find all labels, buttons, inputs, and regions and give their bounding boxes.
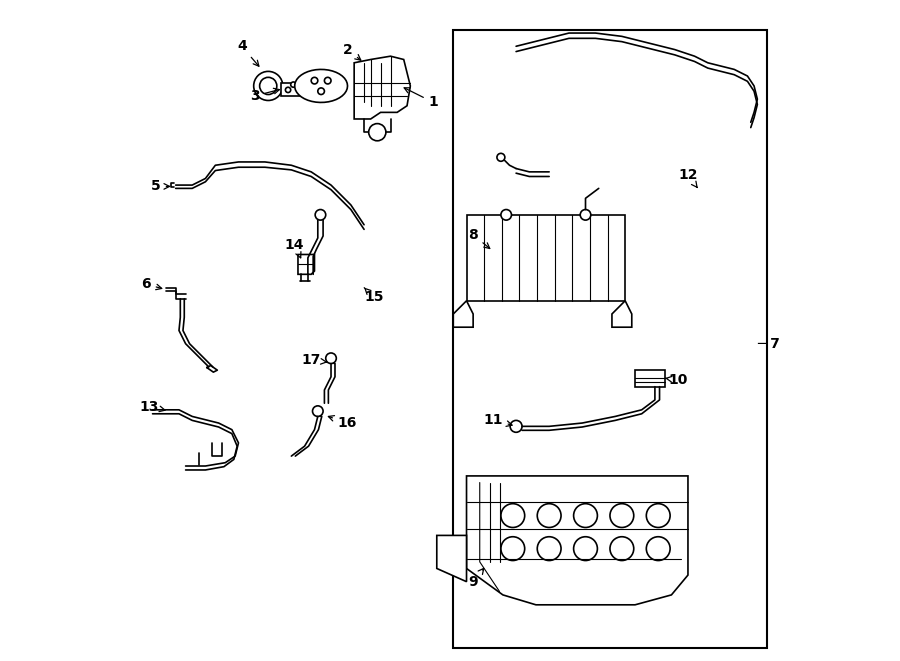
Polygon shape [295,69,347,102]
Text: 14: 14 [285,237,304,258]
Text: 17: 17 [302,353,327,368]
Text: 1: 1 [404,88,438,110]
Bar [454,30,768,648]
Text: 8: 8 [468,227,490,249]
Text: 9: 9 [468,568,483,589]
Circle shape [318,88,324,95]
Text: 3: 3 [250,89,279,103]
Bar [466,215,626,301]
Text: 5: 5 [151,179,169,194]
Circle shape [311,77,318,84]
Circle shape [497,153,505,161]
Text: 10: 10 [665,373,688,387]
Circle shape [501,504,525,527]
Circle shape [501,537,525,561]
Text: 6: 6 [141,277,162,292]
Circle shape [580,210,590,220]
Circle shape [291,82,296,87]
Circle shape [254,71,283,100]
Circle shape [537,504,561,527]
Circle shape [573,537,598,561]
Text: 4: 4 [237,39,259,66]
Polygon shape [298,254,314,274]
Polygon shape [282,83,304,96]
Polygon shape [454,301,473,327]
Circle shape [646,537,670,561]
Circle shape [312,406,323,416]
Circle shape [326,353,337,364]
Circle shape [573,504,598,527]
Polygon shape [436,535,466,582]
Polygon shape [612,301,632,327]
Text: 13: 13 [140,399,165,414]
Text: 2: 2 [343,42,361,60]
Circle shape [297,87,302,93]
Polygon shape [466,476,688,605]
Bar [635,370,665,387]
Circle shape [510,420,522,432]
Text: 11: 11 [483,412,512,427]
Circle shape [610,504,634,527]
Circle shape [285,87,291,93]
Circle shape [610,537,634,561]
Circle shape [537,537,561,561]
Text: 12: 12 [679,168,698,188]
Circle shape [646,504,670,527]
Circle shape [315,210,326,220]
Polygon shape [355,56,410,119]
Text: 15: 15 [364,288,383,305]
Circle shape [324,77,331,84]
Text: ─ 7: ─ 7 [758,336,780,351]
Circle shape [501,210,511,220]
Circle shape [259,77,277,95]
Circle shape [369,124,386,141]
Text: 16: 16 [328,416,357,430]
